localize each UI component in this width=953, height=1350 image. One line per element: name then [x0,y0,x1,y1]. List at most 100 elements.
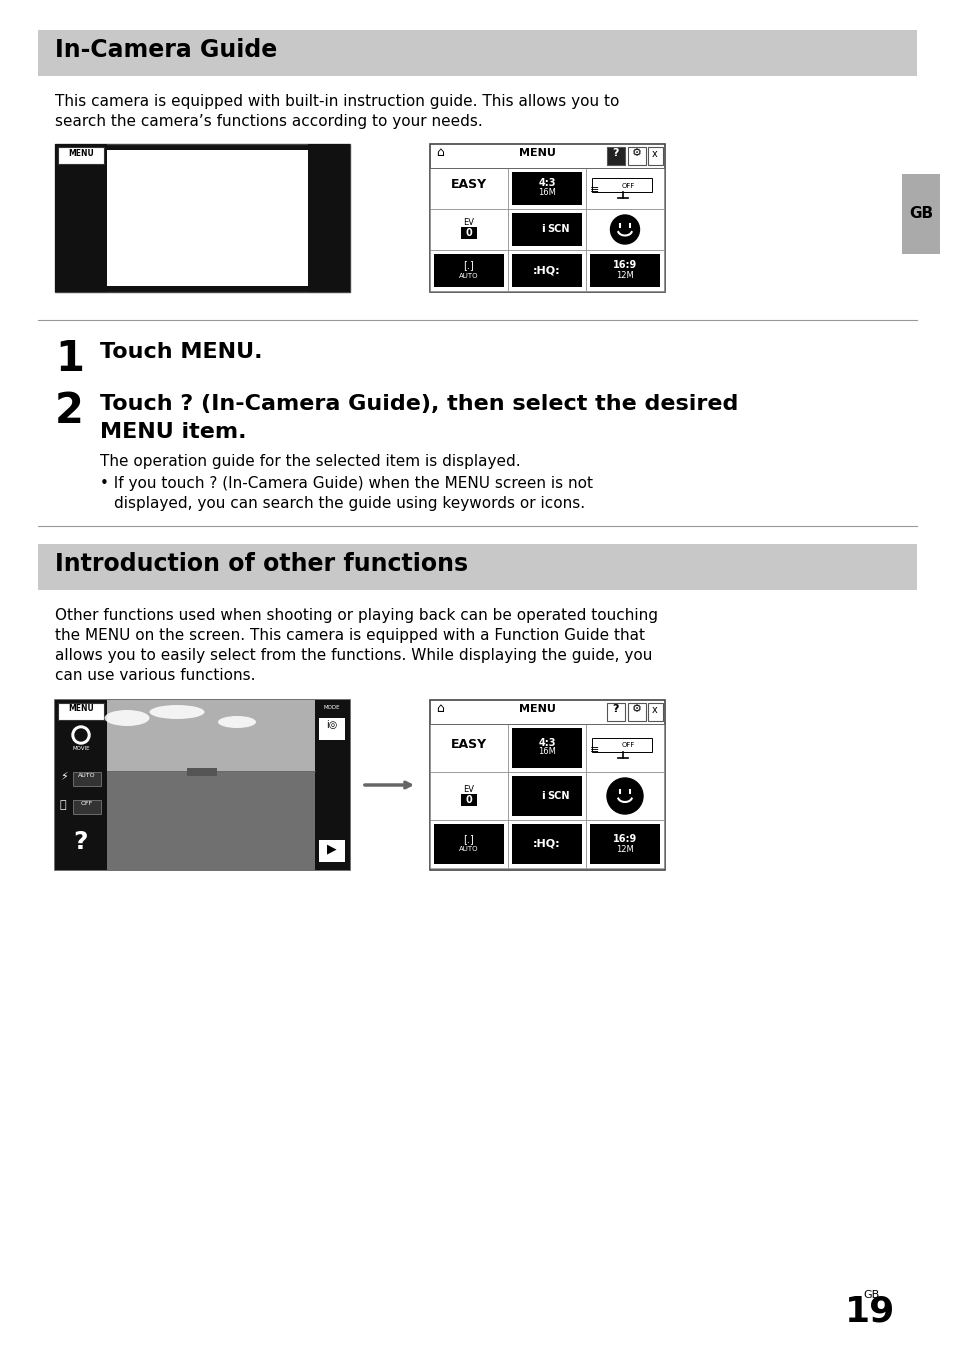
Text: x: x [652,148,658,159]
Text: AUTO: AUTO [458,846,478,852]
Bar [187,768,216,776]
Text: i: i [540,224,544,235]
Bar [430,701,664,869]
Ellipse shape [105,710,150,726]
Text: 1: 1 [55,338,84,379]
Bar [507,724,585,772]
Bar [107,701,314,869]
Text: GB: GB [862,1291,879,1300]
Text: ⚙: ⚙ [631,703,641,714]
Bar [901,174,939,254]
Text: ?: ? [612,703,618,714]
Bar [434,824,503,864]
Bar [606,703,624,721]
Bar [507,819,585,868]
Bar [318,840,345,863]
Text: The operation guide for the selected item is displayed.: The operation guide for the selected ite… [100,454,520,468]
Text: Other functions used when shooting or playing back can be operated touching: Other functions used when shooting or pl… [55,608,658,622]
Bar [107,150,308,286]
Text: MENU: MENU [518,148,555,158]
Ellipse shape [218,716,255,728]
Text: This camera is equipped with built-in instruction guide. This allows you to: This camera is equipped with built-in in… [55,95,618,109]
Text: MODE: MODE [323,705,340,710]
Text: ⌂: ⌂ [436,702,443,716]
Bar [589,254,659,288]
Bar [585,209,663,250]
Text: ⌂: ⌂ [436,146,443,159]
Bar [647,703,662,721]
Bar [592,738,651,752]
Text: MENU: MENU [68,148,93,158]
Bar [606,147,624,165]
Text: 4:3: 4:3 [537,178,556,189]
Bar [627,703,645,721]
Text: Touch ? (In-Camera Guide), then select the desired: Touch ? (In-Camera Guide), then select t… [100,394,738,414]
Text: ?: ? [612,148,618,158]
Text: MENU: MENU [518,703,555,714]
Bar [585,167,663,209]
Text: :HQ:: :HQ: [533,838,560,849]
Bar [507,167,585,209]
Text: SCN: SCN [546,224,569,235]
Text: 4:3: 4:3 [537,738,556,748]
Text: MOVIE: MOVIE [72,747,90,751]
Text: OFF: OFF [81,801,93,806]
Bar [512,213,581,246]
Bar [507,250,585,292]
Text: • If you touch ? (In-Camera Guide) when the MENU screen is not: • If you touch ? (In-Camera Guide) when … [100,477,593,491]
Bar [107,771,314,869]
Text: displayed, you can search the guide using keywords or icons.: displayed, you can search the guide usin… [113,495,584,512]
Text: 12M: 12M [616,845,633,853]
Bar [314,701,350,869]
Text: 0: 0 [465,228,472,239]
Text: allows you to easily select from the functions. While displaying the guide, you: allows you to easily select from the fun… [55,648,652,663]
Bar [38,30,916,76]
Text: ≡: ≡ [589,745,598,755]
Text: 0: 0 [465,795,472,805]
Text: i◎: i◎ [326,720,337,730]
Text: 16M: 16M [537,188,556,197]
Text: can use various functions.: can use various functions. [55,668,255,683]
Bar [585,819,663,868]
Bar [430,819,507,868]
Bar [507,772,585,819]
Text: 19: 19 [843,1295,894,1328]
Text: 16M: 16M [537,748,556,756]
Bar [585,724,663,772]
Bar [430,167,507,209]
Text: GB: GB [908,207,932,221]
Bar [430,250,507,292]
Bar [585,250,663,292]
Bar [430,209,507,250]
Text: the MENU on the screen. This camera is equipped with a Function Guide that: the MENU on the screen. This camera is e… [55,628,644,643]
Bar [58,703,104,720]
Bar [55,701,107,869]
Text: Introduction of other functions: Introduction of other functions [55,552,468,576]
Bar [512,728,581,768]
Bar [107,701,314,771]
Bar [512,824,581,864]
Text: 2: 2 [55,390,84,432]
Text: i: i [540,791,544,801]
Bar [55,144,107,292]
Bar [55,144,350,292]
Text: search the camera’s functions according to your needs.: search the camera’s functions according … [55,113,482,130]
Text: EV: EV [463,784,474,794]
Text: MENU item.: MENU item. [100,423,246,441]
Text: EASY: EASY [451,178,487,190]
Bar [460,794,476,806]
Text: EV: EV [463,217,474,227]
Bar [647,147,662,165]
Text: ⚡: ⚡ [60,772,68,782]
Bar [512,776,581,815]
Text: OFF: OFF [620,182,634,189]
Text: SCN: SCN [546,791,569,801]
Text: ▶: ▶ [327,842,336,855]
Ellipse shape [150,705,204,720]
Bar [589,824,659,864]
Circle shape [75,729,87,741]
Text: EASY: EASY [451,737,487,751]
Bar [627,147,645,165]
Bar [585,772,663,819]
Bar [318,718,345,740]
